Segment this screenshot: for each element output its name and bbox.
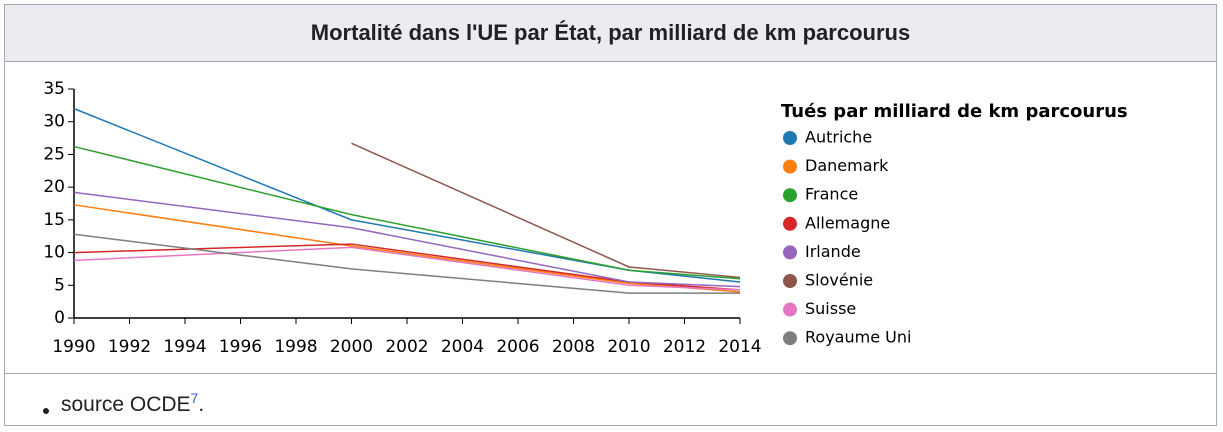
y-tick-label: 25 xyxy=(43,144,65,164)
chart-title: Mortalité dans l'UE par État, par millia… xyxy=(5,5,1216,62)
y-tick-label: 20 xyxy=(43,177,65,197)
x-tick-label: 1996 xyxy=(219,337,262,357)
x-tick-label: 1994 xyxy=(163,337,206,357)
chart: 0 5 10 15 20 25 30 35 1990 1992 1994 1996 1998 2000 20… xyxy=(43,79,1128,357)
x-tick-label: 2000 xyxy=(330,337,373,357)
x-tick-label: 2004 xyxy=(441,337,484,357)
legend-title: Tués par milliard de km parcourus xyxy=(781,101,1128,122)
legend-label: Irlande xyxy=(805,242,861,261)
legend-marker xyxy=(783,216,797,231)
x-tick-label: 1990 xyxy=(52,337,95,357)
legend-label: Slovénie xyxy=(805,271,873,290)
x-tick-label: 2006 xyxy=(496,337,539,357)
x-tick-label: 2010 xyxy=(607,337,650,357)
footer: source OCDE7. xyxy=(5,373,1216,425)
series-line xyxy=(73,243,741,291)
x-tick-label: 1998 xyxy=(274,337,317,357)
legend-label: Allemagne xyxy=(805,213,890,232)
x-tick-label: 2012 xyxy=(663,337,706,357)
reference[interactable]: 7 xyxy=(190,390,199,406)
series-line xyxy=(73,204,741,293)
y-tick-label: 15 xyxy=(43,210,65,230)
series-line xyxy=(73,233,740,294)
y-tick-label: 5 xyxy=(54,275,65,295)
x-tick-label: 2008 xyxy=(552,337,595,357)
x-tick-label: 1992 xyxy=(108,337,151,357)
chart-frame: Mortalité dans l'UE par État, par millia… xyxy=(4,4,1217,426)
series-line xyxy=(73,246,741,291)
source-text: source OCDE xyxy=(61,393,191,416)
bullet xyxy=(43,408,49,414)
x-tick-label: 2014 xyxy=(718,337,761,357)
legend-marker xyxy=(783,302,797,317)
legend-marker xyxy=(783,331,797,346)
series-line xyxy=(351,142,741,279)
legend-marker xyxy=(783,159,797,174)
series-line xyxy=(73,191,741,288)
legend-label: Suisse xyxy=(805,299,856,318)
legend-label: France xyxy=(805,185,858,204)
series-line xyxy=(73,145,741,280)
period: . xyxy=(198,393,205,416)
y-tick-label: 0 xyxy=(54,308,65,328)
legend-marker xyxy=(783,274,797,288)
y-tick-label: 30 xyxy=(43,112,65,132)
series-line xyxy=(73,107,741,283)
legend-label: Royaume Uni xyxy=(805,328,911,347)
x-tick-label: 2002 xyxy=(385,337,428,357)
y-tick-label: 35 xyxy=(43,79,65,99)
legend-marker xyxy=(783,188,797,203)
legend-marker xyxy=(783,131,797,145)
legend-label: Autriche xyxy=(805,128,872,147)
y-tick-label: 10 xyxy=(43,243,65,263)
legend-marker xyxy=(783,245,797,260)
legend-label: Danemark xyxy=(805,156,889,175)
